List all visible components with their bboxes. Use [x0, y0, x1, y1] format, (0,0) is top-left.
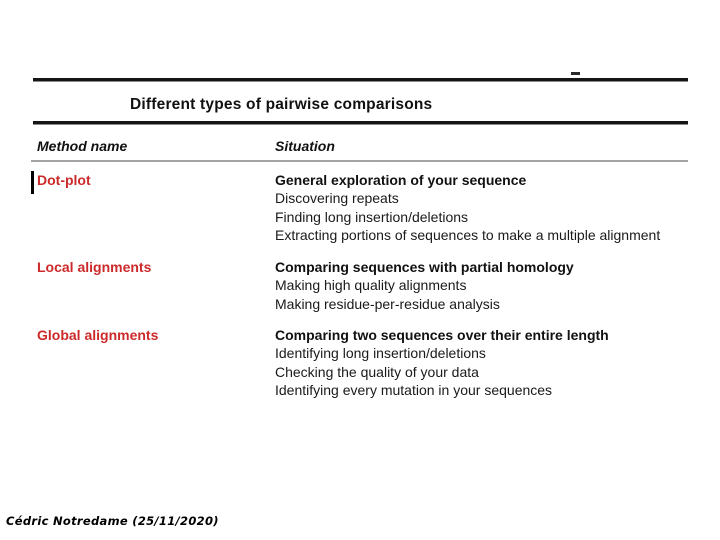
situation-line: Making high quality alignments [275, 277, 467, 294]
situation-cell: Comparing sequences with partial homolog… [275, 258, 665, 313]
title-underline-rule [33, 121, 688, 125]
table-row-global-alignments: Global alignments Comparing two sequence… [37, 326, 697, 399]
situation-line: Comparing two sequences over their entir… [275, 327, 609, 344]
situation-line: Identifying long insertion/deletions [275, 345, 486, 362]
situation-cell: General exploration of your sequence Dis… [275, 171, 665, 244]
situation-line: Finding long insertion/deletions [275, 208, 469, 225]
slide-footer-author-date: Cédric Notredame (25/11/2020) [6, 514, 219, 528]
method-name-cell: Dot-plot [31, 171, 275, 194]
top-rule [33, 78, 688, 82]
column-header-method-name: Method name [37, 138, 128, 154]
situation-line: Discovering repeats [275, 190, 399, 207]
header-separator-rule [31, 160, 688, 162]
table-row-local-alignments: Local alignments Comparing sequences wit… [37, 258, 697, 313]
situation-line: Identifying every mutation in your seque… [275, 381, 553, 398]
situation-line: General exploration of your sequence [275, 172, 527, 188]
method-name-label: Local alignments [37, 259, 152, 276]
slide-title: Different types of pairwise comparisons [130, 96, 433, 113]
table-body: Dot-plot General exploration of your seq… [31, 171, 697, 399]
method-name-label: Global alignments [37, 327, 159, 344]
text-cursor [31, 171, 34, 194]
situation-line: Checking the quality of your data [275, 363, 479, 380]
situation-line: Extracting portions of sequences to make… [275, 226, 661, 243]
column-header-situation: Situation [275, 138, 335, 154]
method-name-label: Dot-plot [37, 172, 91, 188]
table-header-row: Method name Situation [37, 138, 675, 154]
situation-cell: Comparing two sequences over their entir… [275, 326, 665, 399]
method-name-cell: Local alignments [37, 258, 275, 276]
stray-dash-mark [571, 72, 580, 75]
situation-line: Comparing sequences with partial homolog… [275, 259, 574, 276]
method-name-cell: Global alignments [37, 326, 275, 344]
table-row-dot-plot: Dot-plot General exploration of your seq… [31, 171, 697, 244]
situation-line: Making residue-per-residue analysis [275, 295, 500, 312]
